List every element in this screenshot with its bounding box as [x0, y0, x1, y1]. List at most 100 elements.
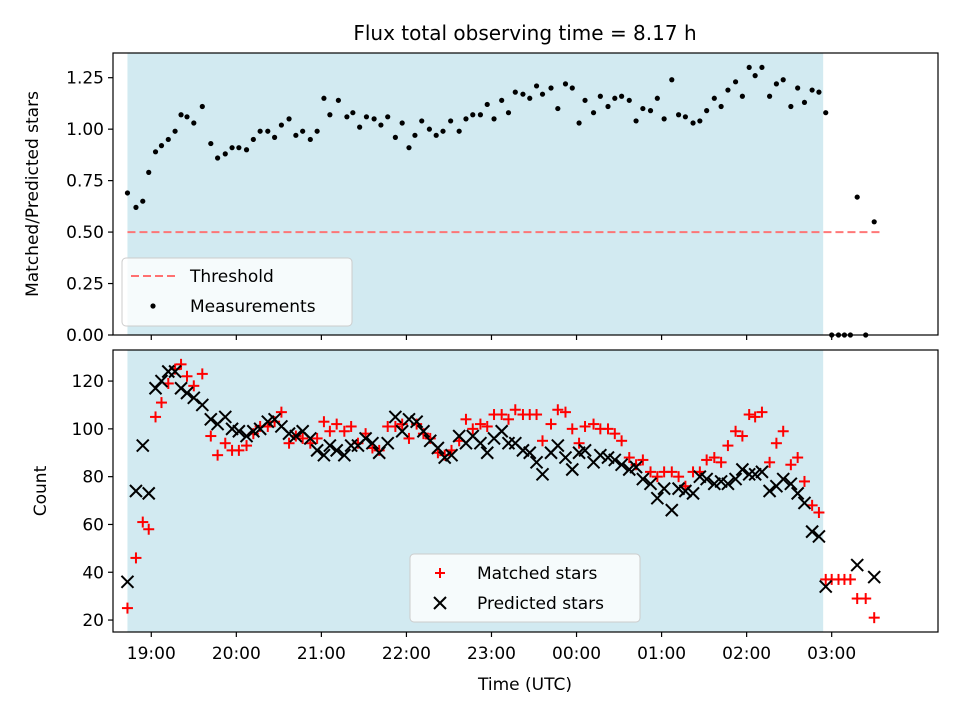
predicted-stars-point	[614, 458, 629, 472]
matched-stars-point	[844, 573, 856, 585]
predicted-stars-point	[129, 484, 143, 498]
matched-stars-point	[651, 471, 663, 483]
measurement-point	[470, 112, 476, 118]
measurement-point	[191, 120, 197, 126]
legend-measurements-label: Measurements	[190, 297, 316, 317]
matched-stars-point	[764, 456, 776, 468]
matched-stars-point	[324, 425, 336, 437]
measurement-point	[759, 64, 765, 71]
predicted-stars-point	[365, 436, 380, 450]
measurement-point	[257, 128, 263, 134]
matched-stars-point	[588, 418, 600, 430]
y-tick-label: 0.00	[66, 326, 104, 346]
measurement-point	[725, 87, 731, 93]
matched-stars-point	[616, 435, 628, 447]
predicted-stars-point	[239, 429, 254, 443]
measurement-point	[590, 110, 597, 116]
matched-stars-point	[573, 437, 585, 449]
measurement-point	[448, 118, 454, 124]
bottom-legend: Matched stars Predicted stars	[409, 553, 641, 623]
measurement-point	[626, 97, 632, 103]
matched-stars-point	[785, 459, 797, 471]
measurement-point	[682, 114, 688, 120]
predicted-stars-point	[762, 484, 777, 498]
predicted-stars-point	[168, 364, 182, 379]
matched-stars-point	[645, 466, 657, 478]
measurement-point	[619, 93, 625, 99]
measurement-point	[165, 136, 171, 143]
matched-stars-point	[403, 432, 415, 444]
measurement-point	[335, 97, 341, 103]
measurement-point	[357, 124, 363, 130]
matched-stars-point	[673, 471, 685, 483]
matched-stars-point	[155, 397, 167, 409]
measurement-point	[307, 136, 313, 143]
top-panel: 0.00 0.25 0.50 0.75 1.00 1.25 Matched/Predict…	[23, 52, 939, 346]
bottom-y-axis-label: Count	[31, 465, 51, 516]
measurement-point	[505, 110, 512, 116]
matched-stars-point	[708, 452, 720, 464]
measurement-point	[215, 155, 221, 161]
matched-stars-point	[722, 440, 734, 452]
predicted-stars-point	[388, 410, 403, 424]
measurement-point	[697, 118, 703, 124]
measurement-point	[314, 128, 320, 134]
measurement-point	[597, 93, 603, 99]
matched-stars-point	[345, 420, 357, 432]
measurement-point	[533, 83, 540, 89]
y-tick-label: 0.75	[66, 172, 104, 192]
predicted-stars-point	[358, 431, 373, 446]
legend-predicted-label: Predicted stars	[477, 594, 604, 614]
matched-stars-point	[241, 440, 253, 452]
measurement-point	[463, 116, 469, 122]
matched-stars-point	[474, 418, 486, 430]
y-tick-label: 40	[82, 563, 104, 583]
predicted-stars-point	[523, 446, 537, 460]
matched-stars-point	[130, 552, 142, 564]
measurement-point	[321, 95, 327, 101]
measurement-point	[718, 103, 724, 110]
matched-stars-point	[283, 437, 295, 449]
x-tick-label: 01:00	[637, 644, 686, 664]
matched-stars-point	[730, 425, 742, 437]
measurement-point	[854, 194, 860, 200]
measurement-point	[406, 145, 412, 151]
matched-stars-point	[552, 404, 564, 416]
predicted-stars-point	[790, 486, 805, 501]
x-tick-label: 21:00	[297, 644, 346, 664]
predicted-stars-point	[558, 450, 573, 465]
matched-stars-point	[749, 411, 761, 423]
x-tick-label: 00:00	[552, 644, 601, 664]
matched-stars-point	[715, 456, 727, 468]
measurement-point	[605, 103, 611, 110]
measurement-point	[378, 122, 384, 128]
measurement-point	[669, 77, 675, 83]
measurement-point	[661, 116, 667, 122]
matched-stars-point	[175, 358, 187, 370]
measurement-point	[286, 116, 292, 122]
measurement-point	[654, 95, 660, 101]
measurement-point	[278, 122, 285, 128]
predicted-stars-point	[551, 438, 565, 453]
top-panel-frame	[112, 52, 939, 336]
matched-stars-point	[396, 418, 408, 430]
matched-stars-point	[219, 437, 231, 449]
y-tick-label: 60	[82, 515, 104, 535]
measurement-point	[704, 108, 710, 114]
x-tick-label: 20:00	[212, 644, 261, 664]
x-tick-label: 19:00	[127, 644, 176, 664]
x-tick-label: 23:00	[467, 644, 516, 664]
matched-stars-point	[233, 444, 245, 456]
measurement-point	[569, 85, 575, 91]
matched-stars-point	[196, 368, 208, 380]
bottom-legend-box	[409, 553, 641, 623]
predicted-stars-point	[721, 477, 735, 491]
predicted-stars-point	[494, 424, 509, 438]
predicted-stars-point	[402, 412, 416, 427]
predicted-stars-point	[142, 486, 156, 501]
legend-threshold-label: Threshold	[189, 267, 274, 287]
measurement-point	[548, 85, 554, 91]
y-tick-label: 1.00	[66, 120, 104, 140]
predicted-stars-point	[204, 412, 218, 427]
predicted-stars-point	[416, 424, 431, 438]
